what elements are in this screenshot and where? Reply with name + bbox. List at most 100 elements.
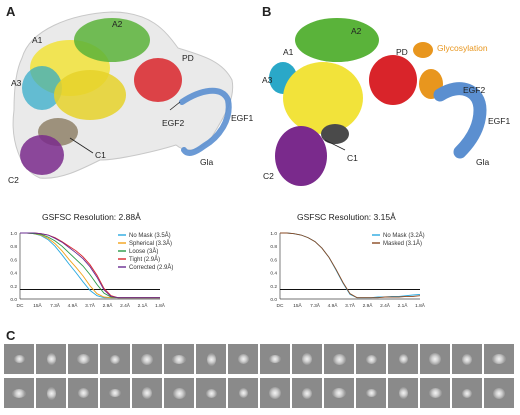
class-average-image [452, 344, 482, 374]
label-a2: A2 [112, 19, 123, 29]
class-average-image [324, 378, 354, 408]
x-tick-label: 4.9Å [328, 302, 339, 309]
particle-density [206, 352, 216, 366]
label-b-c1: C1 [347, 153, 358, 163]
particle-density [46, 386, 56, 400]
label-a3: A3 [11, 78, 22, 88]
particle-density [462, 353, 472, 365]
x-tick-label: 2.4Å [120, 302, 131, 309]
class-average-image [452, 378, 482, 408]
label-b-egf1: EGF1 [488, 116, 511, 126]
particle-density [237, 354, 249, 364]
class-average-image [228, 344, 258, 374]
glycosylation-label: Glycosylation [437, 43, 488, 53]
x-tick-label: 2.1Å [138, 302, 149, 309]
class-average-image [68, 378, 98, 408]
class-average-image [4, 378, 34, 408]
particle-density [141, 353, 153, 365]
particle-density [12, 388, 26, 398]
label-b-a1: A1 [283, 47, 294, 57]
y-tick-label: 1.0 [270, 231, 277, 237]
x-tick-label: 2.9Å [103, 302, 114, 309]
a2-ribbons [74, 18, 150, 62]
particle-density [332, 353, 346, 365]
x-tick-label: DC [17, 303, 24, 309]
x-tick-label: 4.9Å [68, 302, 79, 309]
a1-density [283, 62, 363, 134]
legend-entry: No Mask (3.2Å) [383, 232, 425, 239]
class-average-image [484, 378, 514, 408]
x-tick-label: DC [277, 303, 284, 309]
particle-density [492, 354, 506, 364]
pd-ribbons [134, 58, 182, 102]
fsc-b-title: GSFSC Resolution: 3.15Å [297, 212, 396, 222]
class-average-image [356, 378, 386, 408]
x-tick-label: 7.3Å [310, 302, 321, 309]
particle-density [109, 389, 121, 397]
particle-density [365, 354, 377, 364]
particle-density [269, 355, 281, 363]
class-average-grid [4, 344, 518, 412]
particle-density [269, 387, 281, 399]
label-c2: C2 [8, 175, 19, 185]
particle-density [302, 353, 312, 365]
class-average-image [420, 378, 450, 408]
class-average-image [36, 378, 66, 408]
particle-density [110, 354, 120, 364]
class-average-image [132, 378, 162, 408]
label-b-c2: C2 [263, 171, 274, 181]
label-b-a2: A2 [351, 26, 362, 36]
label-egf1: EGF1 [231, 113, 254, 123]
fsc-series-line [20, 232, 160, 299]
class-average-image [100, 344, 130, 374]
fsc-chart-a: 0.0 0.2 0.4 0.6 0.8 1.0 DC 15Å 7.3Å 4.9Å 3.7Å 2.9Å 2… [10, 231, 173, 309]
fsc-chart-b: 0.0 0.2 0.4 0.6 0.8 1.0 DC 15Å 7.3Å 4.9Å 3.7Å 2.9Å 2… [270, 231, 425, 309]
c2-density [275, 126, 327, 186]
class-average-image [164, 378, 194, 408]
particle-density [302, 387, 312, 399]
label-gla: Gla [200, 157, 214, 167]
label-b-gla: Gla [476, 157, 490, 167]
class-average-image [356, 344, 386, 374]
x-tick-label: 3.7Å [85, 302, 96, 309]
c1-density-leader [324, 139, 346, 151]
y-tick-label: 0.4 [270, 271, 277, 277]
particle-density [238, 388, 248, 398]
egf-ribbons [179, 87, 232, 156]
a2-density [295, 18, 379, 62]
particle-density [365, 389, 377, 397]
particle-density [398, 354, 408, 364]
label-b-egf2: EGF2 [463, 85, 486, 95]
fsc-a-title: GSFSC Resolution: 2.88Å [42, 212, 141, 222]
x-tick-label: 2.1Å [398, 302, 409, 309]
y-tick-label: 0.2 [270, 284, 277, 290]
x-tick-label: 3.7Å [345, 302, 356, 309]
legend-entry: Spherical (3.3Å) [129, 240, 172, 247]
label-b-pd: PD [396, 47, 408, 57]
x-tick-label: 2.9Å [363, 302, 374, 309]
particle-density [142, 387, 152, 399]
panel-a-label: A [6, 4, 16, 19]
particle-density [77, 388, 89, 398]
class-average-image [324, 344, 354, 374]
class-average-image [132, 344, 162, 374]
particle-density [76, 354, 90, 364]
class-average-image [4, 344, 34, 374]
egf2-leader-line [169, 101, 181, 111]
c1-density [321, 124, 349, 144]
particle-density [172, 354, 186, 364]
panel-a-structure-figure [12, 11, 234, 179]
label-pd: PD [182, 53, 194, 63]
y-tick-label: 0.0 [270, 297, 277, 303]
class-average-image [420, 344, 450, 374]
class-average-image [260, 378, 290, 408]
legend-entry: Corrected (2.9Å) [129, 264, 173, 271]
y-tick-label: 0.4 [10, 271, 17, 277]
class-average-image [100, 378, 130, 408]
particle-density [46, 353, 56, 365]
c2-ribbons [20, 135, 64, 175]
legend-entry: Tight (2.9Å) [129, 256, 160, 263]
y-tick-label: 0.0 [10, 297, 17, 303]
class-average-image [292, 378, 322, 408]
particle-density [172, 387, 186, 399]
